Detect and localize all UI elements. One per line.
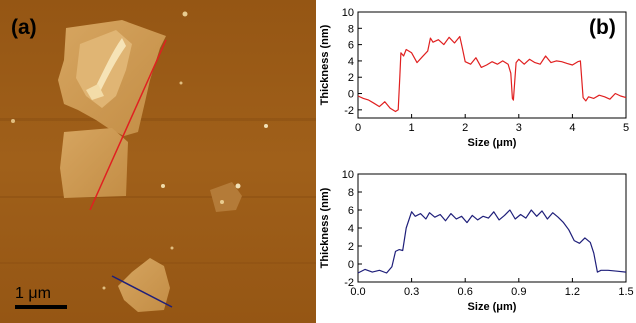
x-tick-label: 3 bbox=[516, 122, 522, 134]
x-tick-label: 0.6 bbox=[458, 286, 473, 298]
y-tick-label: 0 bbox=[348, 259, 354, 271]
debris-dot bbox=[182, 11, 188, 17]
red-profile-line bbox=[89, 39, 167, 211]
debris-dot bbox=[264, 124, 268, 128]
flake-middle bbox=[60, 128, 128, 198]
scale-bar bbox=[15, 305, 67, 309]
x-tick-label: 0.3 bbox=[404, 286, 419, 298]
x-tick-label: 1.5 bbox=[618, 286, 633, 298]
flake-bright-ridge bbox=[96, 38, 126, 92]
debris-dot bbox=[161, 184, 165, 188]
y-tick-label: 2 bbox=[348, 72, 354, 84]
y-tick-label: 4 bbox=[348, 56, 354, 68]
x-tick-label: 2 bbox=[462, 122, 468, 134]
y-tick-label: 0 bbox=[348, 89, 354, 101]
scan-streak bbox=[0, 118, 316, 121]
scan-streak bbox=[0, 196, 316, 198]
flake-bright-ridge bbox=[86, 84, 104, 100]
y-tick-label: 8 bbox=[348, 187, 354, 199]
y-axis-title: Thickness (nm) bbox=[319, 24, 331, 105]
y-tick-label: 4 bbox=[348, 223, 354, 235]
y-tick-label: 10 bbox=[342, 7, 354, 19]
x-tick-label: 0.9 bbox=[511, 286, 526, 298]
blue-profile-line bbox=[111, 275, 173, 308]
debris-dot bbox=[220, 200, 224, 204]
x-tick-label: 4 bbox=[569, 122, 575, 134]
panel-label-a: (a) bbox=[11, 16, 37, 39]
scale-bar-label: 1 μm bbox=[15, 285, 51, 302]
y-tick-label: 2 bbox=[348, 241, 354, 253]
debris-cluster bbox=[210, 182, 242, 212]
panel-label-b: (b) bbox=[589, 16, 616, 39]
x-tick-label: 0 bbox=[355, 122, 361, 134]
thickness-profile-line-2 bbox=[357, 209, 627, 274]
afm-image-panel: (a) 1 μm bbox=[0, 0, 316, 323]
thickness-profile-line-1 bbox=[357, 35, 627, 113]
debris-dot bbox=[235, 183, 241, 189]
x-tick-label: 0.0 bbox=[350, 286, 365, 298]
x-axis-title: Size (μm) bbox=[468, 301, 517, 313]
y-tick-label: 8 bbox=[348, 23, 354, 35]
y-tick-label: -2 bbox=[344, 277, 354, 289]
x-tick-label: 5 bbox=[623, 122, 629, 134]
x-tick-label: 1 bbox=[409, 122, 415, 134]
plot-frame-2 bbox=[357, 173, 627, 283]
y-tick-label: 6 bbox=[348, 205, 354, 217]
debris-dot bbox=[102, 286, 106, 290]
debris-dot bbox=[11, 119, 15, 123]
y-tick-label: 10 bbox=[342, 169, 354, 181]
debris-dot bbox=[170, 246, 174, 250]
debris-dot bbox=[179, 81, 183, 85]
y-tick-label: 6 bbox=[348, 40, 354, 52]
y-tick-label: -2 bbox=[344, 105, 354, 117]
x-axis-title: Size (μm) bbox=[468, 137, 517, 149]
y-axis-title: Thickness (nm) bbox=[319, 187, 331, 268]
x-tick-label: 1.2 bbox=[565, 286, 580, 298]
plot-frame-1 bbox=[357, 11, 627, 119]
